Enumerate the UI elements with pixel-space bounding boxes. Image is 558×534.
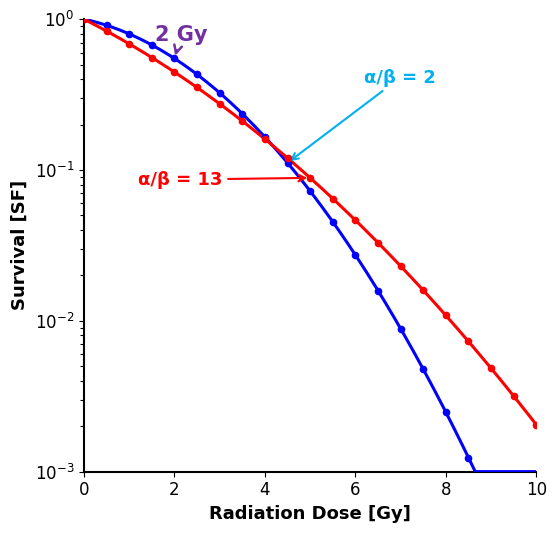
Text: α/β = 13: α/β = 13 [138,170,305,189]
X-axis label: Radiation Dose [Gy]: Radiation Dose [Gy] [209,505,411,523]
Text: 2 Gy: 2 Gy [155,25,208,53]
Text: α/β = 2: α/β = 2 [292,68,436,160]
Y-axis label: Survival [SF]: Survival [SF] [11,180,29,310]
